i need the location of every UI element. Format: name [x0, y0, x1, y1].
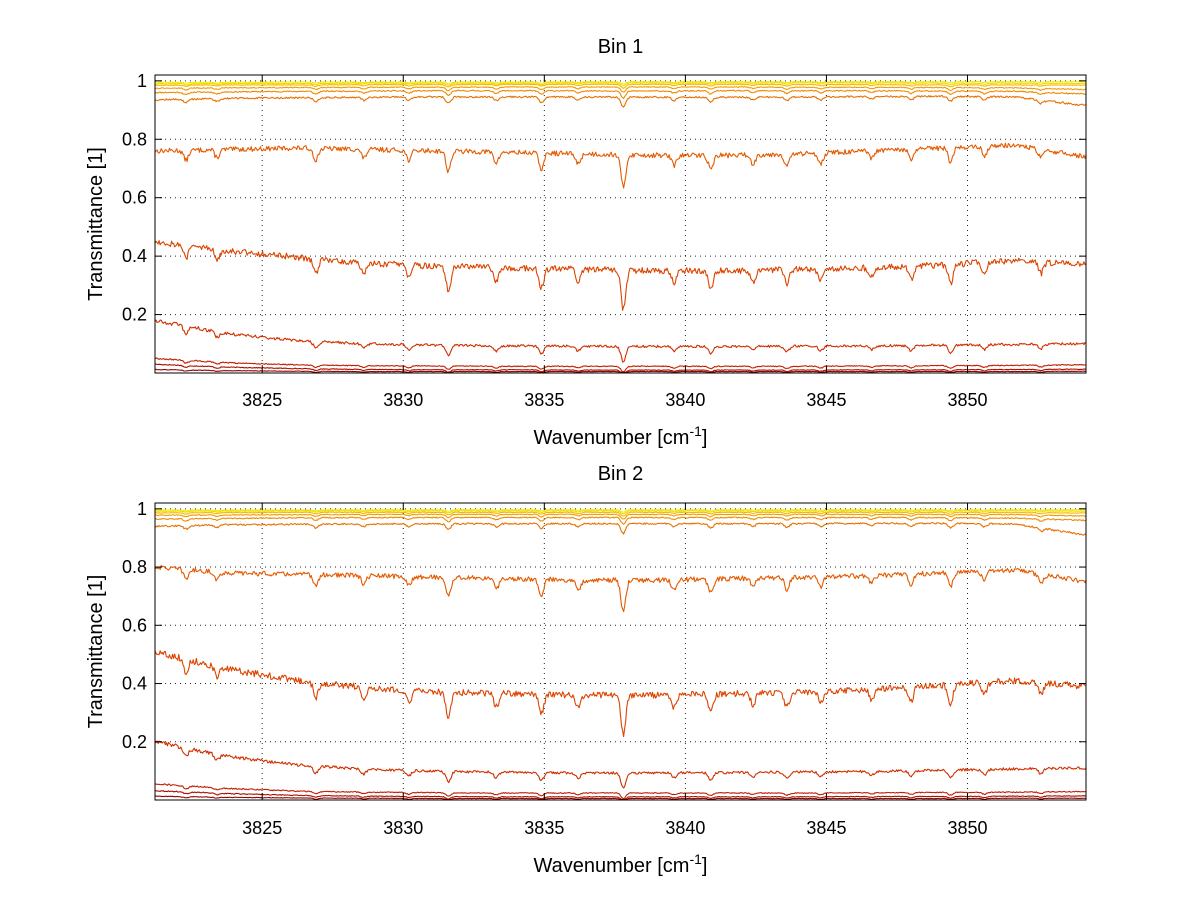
- y-tick-label: 0.8: [122, 129, 147, 149]
- series-line-5: [154, 516, 1087, 525]
- x-axis-label-end: ]: [702, 855, 708, 877]
- series-line-7: [154, 142, 1087, 189]
- x-tick-label: 3840: [665, 390, 705, 410]
- series-line-1: [155, 508, 1087, 513]
- y-tick-label: 0.8: [122, 557, 147, 577]
- chart-title: Bin 2: [598, 463, 644, 485]
- x-tick-label: 3825: [242, 390, 282, 410]
- y-tick-label: 1: [137, 71, 147, 91]
- series-line-4: [154, 86, 1087, 93]
- y-tick-label: 0.6: [122, 188, 147, 208]
- x-axis-label-main: Wavenumber [cm: [534, 855, 690, 877]
- x-tick-label: 3845: [806, 390, 846, 410]
- x-axis-label-sup: -1: [689, 423, 702, 439]
- y-tick-label: 0.6: [122, 615, 147, 635]
- series-line-12: [154, 368, 1087, 373]
- x-tick-label: 3840: [665, 818, 705, 838]
- x-tick-label: 3830: [383, 818, 423, 838]
- series-line-10: [154, 783, 1087, 800]
- x-tick-label: 3835: [524, 390, 564, 410]
- chart-panel-2: 3825 3830 3835 3840 3845 3850 0.2 0.4 0.6 0.8 1 Bin…: [85, 463, 1087, 877]
- chart-title: Bin 1: [598, 36, 644, 58]
- plot-frame: [154, 502, 1087, 801]
- y-tick-label: 1: [137, 499, 147, 519]
- x-axis-label: Wavenumber [cm-1]: [534, 423, 708, 449]
- series-line-4: [154, 513, 1087, 520]
- chart-panel-1: 3825 3830 3835 3840 3845 3850 0.2 0.4 0.6 0.8 1 Bin…: [85, 36, 1087, 449]
- series-line-6: [154, 522, 1087, 536]
- series-line-9: [154, 740, 1087, 789]
- y-axis-label: Transmittance [1]: [85, 147, 107, 301]
- series-line-3: [154, 511, 1087, 517]
- x-axis-label-end: ]: [702, 427, 708, 449]
- series-line-3: [154, 83, 1087, 89]
- y-tick-label: 0.4: [122, 674, 147, 694]
- series-line-12: [154, 795, 1087, 800]
- x-tick-label: 3850: [947, 390, 987, 410]
- series-line-11: [154, 789, 1087, 800]
- series-line-8: [154, 240, 1087, 311]
- series-line-2: [154, 510, 1087, 515]
- x-tick-label: 3850: [947, 818, 987, 838]
- x-tick-label: 3845: [806, 818, 846, 838]
- y-tick-label: 0.2: [122, 305, 147, 325]
- y-tick-label: 0.2: [122, 732, 147, 752]
- series-line-7: [154, 564, 1087, 613]
- x-tick-label: 3830: [383, 390, 423, 410]
- series-line-1: [154, 80, 1087, 85]
- series-group: [154, 80, 1087, 373]
- series-group: [154, 508, 1087, 800]
- y-axis-label: Transmittance [1]: [85, 575, 107, 729]
- series-line-9: [154, 319, 1087, 363]
- series-line-8: [154, 650, 1087, 738]
- y-tick-label: 0.4: [122, 246, 147, 266]
- plot-frame: [154, 74, 1087, 374]
- x-axis-label-main: Wavenumber [cm: [534, 427, 690, 449]
- series-line-6: [154, 95, 1087, 108]
- x-axis-label-sup: -1: [689, 851, 702, 867]
- x-tick-label: 3835: [524, 818, 564, 838]
- series-line-10: [154, 357, 1087, 373]
- x-tick-label: 3825: [242, 818, 282, 838]
- series-line-2: [154, 82, 1087, 87]
- series-line-5: [154, 89, 1087, 100]
- x-axis-label: Wavenumber [cm-1]: [534, 851, 708, 877]
